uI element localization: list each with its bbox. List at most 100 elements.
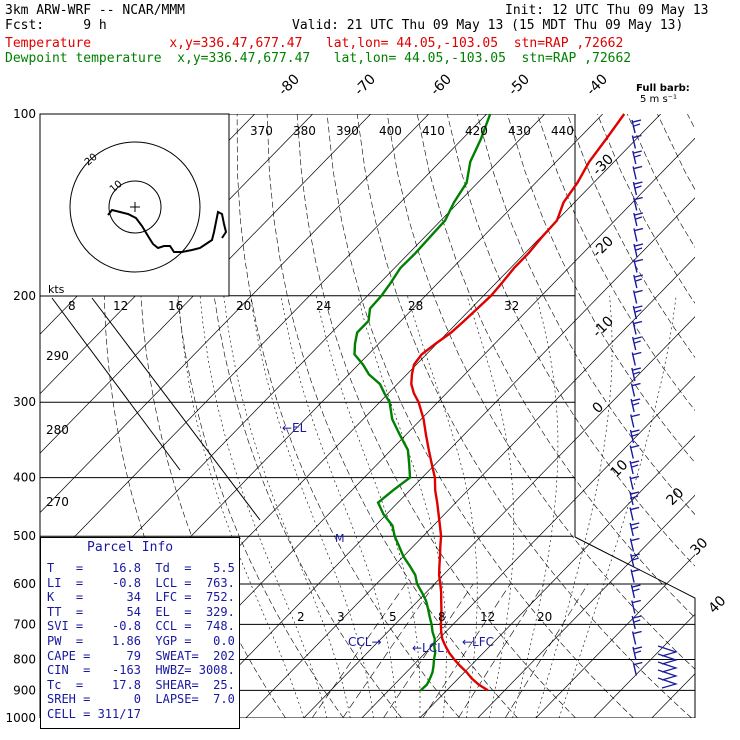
wind-barb	[630, 584, 641, 599]
isotherm	[40, 114, 429, 514]
parcel-row: LI = -0.8 LCL = 763.	[47, 575, 235, 590]
moist-adiabat	[250, 295, 374, 718]
wind-barb	[629, 444, 640, 459]
speed-label-12: 12	[113, 299, 128, 313]
speed-label-16: 16	[168, 299, 183, 313]
annotation-lcl: ←LCL	[412, 641, 444, 655]
wind-barb	[632, 305, 643, 320]
low-level-barb	[657, 653, 679, 665]
barb-legend-unit: 5 m s⁻¹	[640, 94, 677, 105]
wind-barb	[631, 336, 642, 351]
pressure-label-900: 900	[13, 683, 36, 697]
theta-left-label-290: 290	[46, 349, 69, 363]
theta-label-420: 420	[465, 124, 488, 138]
isotherm-label--80: -80	[276, 71, 303, 98]
wind-barb	[631, 134, 642, 149]
parcel-row: SREH = 0 LAPSE= 7.0	[47, 692, 235, 707]
annotation-lfc: ←LFC	[462, 635, 494, 649]
wind-barb	[632, 289, 643, 304]
isotherm-label-40: 40	[706, 593, 730, 617]
mixing-ratio-line	[422, 583, 511, 718]
barb-legend-title: Full barb:	[636, 83, 690, 94]
dry-adiabat	[537, 114, 695, 411]
dry-adiabat	[326, 114, 634, 718]
annotation-m: M	[335, 532, 345, 545]
dry-adiabat	[172, 114, 344, 718]
isotherm-label-0: 0	[590, 399, 608, 417]
mixing-ratio-line	[383, 583, 474, 718]
wind-barb	[631, 630, 642, 645]
wind-barb	[633, 274, 643, 289]
forecast-hour: Fcst: 9 h	[5, 18, 107, 33]
moist-adiabat	[466, 295, 515, 718]
isotherm-label--40: -40	[584, 71, 611, 98]
wind-barb	[631, 367, 642, 382]
moist-adiabat	[223, 295, 351, 718]
isotherm-label--50: -50	[506, 71, 533, 98]
parcel-row: T = 16.8 Td = 5.5	[47, 561, 235, 575]
moist-adiabat	[535, 295, 613, 718]
isotherm	[651, 673, 695, 718]
wind-barb	[630, 413, 640, 428]
low-level-barb	[657, 645, 679, 657]
dry-adiabat	[296, 114, 576, 718]
dewpoint-profile	[353, 113, 492, 692]
parcel-row: CIN = -163 HWBZ= 3008.	[47, 663, 235, 678]
wind-barb	[633, 196, 643, 211]
wind-barb	[633, 212, 644, 227]
speed-label-24: 24	[316, 299, 331, 313]
theta-label-390: 390	[336, 124, 359, 138]
temperature-legend: Temperature x,y=336.47,677.47 lat,lon= 4…	[5, 36, 624, 51]
isotherm	[40, 114, 371, 454]
moist-adiabat	[315, 295, 421, 718]
dry-adiabat	[627, 114, 695, 248]
wind-barb	[629, 537, 640, 552]
valid-time: Valid: 21 UTC Thu 09 May 13 (15 MDT Thu …	[292, 18, 684, 33]
isotherm-label--10: -10	[590, 313, 617, 340]
model-title: 3km ARW-WRF -- NCAR/MMM	[5, 3, 186, 18]
wind-barb	[631, 351, 642, 366]
dry-adiabat	[597, 114, 695, 304]
pressure-label-300: 300	[13, 395, 36, 409]
hodo-ring-10	[108, 180, 162, 234]
isotherm-label-10: 10	[608, 457, 632, 481]
speed-axis-line-2	[91, 297, 261, 521]
parcel-info-title: Parcel Info	[87, 540, 174, 555]
isotherm	[303, 316, 695, 718]
dry-adiabat	[446, 114, 695, 567]
wind-barb	[631, 599, 642, 614]
theta-label-380: 380	[293, 124, 316, 138]
theta-label-400: 400	[379, 124, 402, 138]
wind-barb	[630, 382, 641, 397]
dry-adiabat	[236, 114, 460, 718]
speed-label-28: 28	[408, 299, 423, 313]
isotherm	[40, 114, 487, 573]
pressure-label-400: 400	[13, 471, 36, 485]
wind-barb	[632, 320, 643, 335]
speed-label-8: 8	[68, 299, 76, 313]
wind-barb	[629, 475, 640, 490]
pressure-label-600: 600	[13, 577, 36, 591]
dewpoint-legend: Dewpoint temperature x,y=336.47,677.47 l…	[5, 51, 632, 66]
wind-barb	[630, 568, 641, 583]
parcel-row: PW = 1.86 YGP = 0.0	[47, 634, 235, 648]
dry-adiabat	[416, 114, 695, 619]
hodo-units-label: kts	[48, 283, 65, 296]
speed-label-32: 32	[504, 299, 519, 313]
mixing-ratio-label-3: 3	[337, 610, 345, 624]
isotherm-label-30: 30	[688, 535, 712, 559]
wind-barb	[629, 506, 640, 521]
isotherm	[187, 197, 695, 718]
wind-barb	[632, 181, 643, 196]
moist-adiabat	[512, 295, 559, 718]
parcel-row: CELL = 311/17	[47, 707, 141, 721]
dry-adiabat	[657, 114, 695, 191]
parcel-row: TT = 54 EL = 329.	[47, 604, 235, 619]
dry-adiabat	[266, 114, 518, 718]
dry-adiabat	[717, 114, 740, 718]
mixing-ratio-label-12: 12	[480, 610, 495, 624]
isotherm-label--20: -20	[590, 233, 617, 260]
low-level-barb	[657, 669, 679, 681]
